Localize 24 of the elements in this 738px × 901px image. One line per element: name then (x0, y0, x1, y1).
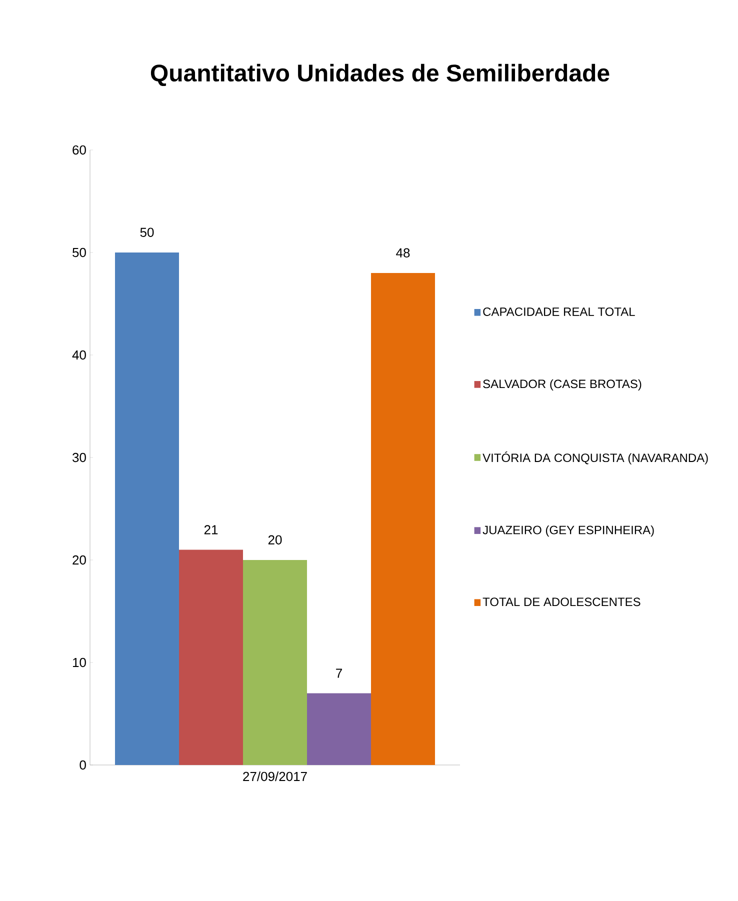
data-label: 48 (396, 248, 410, 258)
y-tick-label: 0 (80, 760, 86, 770)
chart-title: Quantitativo Unidades de Semiliberdade (150, 64, 610, 86)
bar (115, 252, 179, 765)
x-tick-label: 27/09/2017 (243, 772, 307, 782)
data-label: 7 (336, 668, 342, 678)
y-tick-label: 40 (72, 350, 86, 360)
bar (307, 693, 372, 765)
y-tick-label: 60 (72, 145, 86, 155)
y-tick-label: 10 (72, 658, 86, 668)
legend-label: VITÓRIA DA CONQUISTA (NAVARANDA) (482, 452, 708, 464)
bar (179, 550, 244, 765)
legend-label: SALVADOR (CASE BROTAS) (483, 379, 642, 391)
data-label: 50 (140, 228, 154, 237)
y-tick-label: 30 (72, 452, 86, 462)
y-tick-label: 20 (72, 555, 86, 565)
legend-label: JUAZEIRO (GEY ESPINHEIRA) (482, 525, 654, 537)
bar (243, 560, 308, 765)
bar (371, 272, 436, 765)
legend-label: CAPACIDADE REAL TOTAL (483, 307, 635, 316)
data-label: 20 (268, 535, 282, 544)
legend-label: TOTAL DE ADOLESCENTES (482, 598, 640, 606)
y-tick-label: 50 (72, 248, 86, 258)
data-label: 21 (204, 525, 218, 534)
